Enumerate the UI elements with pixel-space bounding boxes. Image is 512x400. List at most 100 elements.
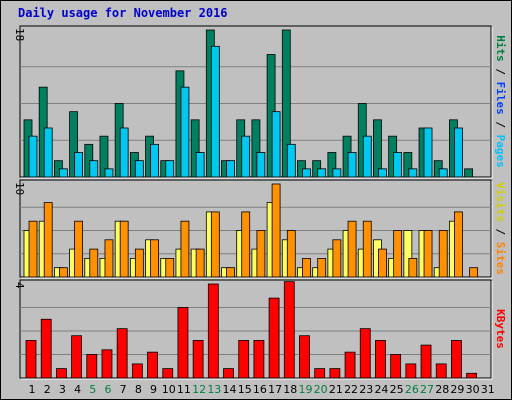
bar-sites-day-13	[210, 211, 220, 278]
x-tick-label-day-27: 27	[420, 383, 434, 396]
bar-files-day-11	[180, 86, 190, 178]
bar-sites-day-4	[74, 220, 83, 278]
bar-files-day-10	[165, 160, 175, 178]
bar-files-day-29	[454, 127, 463, 178]
x-tick-label-day-29: 29	[450, 383, 464, 396]
x-tick-label-day-9: 9	[150, 383, 157, 396]
bar-kbytes-day-11	[177, 307, 189, 379]
bar-sites-day-28	[438, 230, 448, 278]
bar-files-day-23	[362, 135, 372, 178]
legend-entry: Hits	[494, 35, 507, 62]
x-tick-label-day-14: 14	[223, 383, 237, 396]
bar-sites-day-1	[28, 220, 38, 278]
bar-kbytes-day-29	[451, 339, 462, 379]
x-tick-label-day-31: 31	[481, 383, 495, 396]
bar-kbytes-day-26	[405, 363, 417, 379]
bar-hits-day-26	[403, 152, 413, 178]
bar-sites-day-17	[271, 183, 281, 278]
x-tick-label-day-23: 23	[359, 383, 373, 396]
x-tick-label-day-16: 16	[253, 383, 267, 396]
bar-kbytes-day-9	[147, 351, 158, 379]
bar-sites-day-8	[134, 248, 144, 278]
bar-files-day-27	[423, 127, 433, 178]
bar-sites-day-24	[378, 248, 387, 278]
bar-sites-day-26	[408, 257, 418, 278]
x-tick-label-day-24: 24	[374, 383, 388, 396]
legend-top: Hits / Files / Pages	[494, 35, 507, 168]
bar-sites-day-5	[89, 248, 99, 278]
x-tick-label-day-30: 30	[466, 383, 480, 396]
bar-visits-day-26	[403, 230, 413, 278]
bar-files-day-15	[241, 135, 251, 178]
bar-kbytes-day-21	[329, 368, 341, 379]
legend-entry: Files	[494, 82, 507, 115]
legend-entry: Pages	[494, 135, 507, 168]
bar-files-day-26	[408, 168, 418, 178]
legend-entry: /	[494, 115, 507, 135]
bar-sites-day-27	[423, 230, 433, 278]
bar-kbytes-day-28	[435, 363, 447, 379]
bar-files-day-9	[150, 143, 159, 178]
bar-files-day-17	[271, 111, 281, 178]
bar-hits-day-12	[190, 119, 200, 178]
bar-hits-day-16	[251, 119, 261, 178]
x-tick-label-day-5: 5	[89, 383, 96, 396]
legend-entry: Visits	[494, 182, 507, 222]
legend-entry: Sites	[494, 242, 507, 275]
bar-sites-day-19	[302, 257, 311, 278]
bar-sites-day-10	[165, 257, 175, 278]
x-tick-label-day-22: 22	[344, 383, 358, 396]
bar-sites-day-14	[226, 267, 235, 278]
x-tick-label-day-28: 28	[435, 383, 449, 396]
bar-files-day-8	[134, 160, 144, 178]
bar-sites-day-11	[180, 220, 190, 278]
bar-kbytes-day-23	[359, 328, 371, 379]
bar-kbytes-day-22	[344, 351, 356, 379]
bar-kbytes-day-5	[86, 354, 98, 379]
x-tick-label-day-10: 10	[162, 383, 176, 396]
bar-kbytes-day-12	[192, 339, 204, 379]
bar-sites-day-25	[393, 230, 403, 278]
x-tick-label-day-26: 26	[405, 383, 419, 396]
bar-sites-day-6	[104, 239, 114, 278]
bar-files-day-25	[393, 152, 403, 178]
chart-title: Daily usage for November 2016	[18, 6, 228, 20]
legend-entry: /	[494, 222, 507, 242]
bar-hits-day-30	[464, 168, 474, 178]
bar-kbytes-day-8	[131, 363, 143, 379]
bar-sites-day-29	[454, 211, 463, 278]
x-tick-label-day-2: 2	[44, 383, 51, 396]
x-tick-label-day-21: 21	[329, 383, 343, 396]
bar-sites-day-3	[58, 267, 68, 278]
bar-sites-day-16	[256, 230, 266, 278]
bar-kbytes-day-27	[420, 344, 432, 379]
bar-sites-day-23	[362, 220, 372, 278]
bar-kbytes-day-4	[71, 335, 82, 379]
bar-files-day-13	[210, 45, 220, 178]
bar-kbytes-day-14	[223, 368, 234, 379]
bar-kbytes-day-30	[466, 372, 478, 379]
bar-kbytes-day-1	[25, 339, 37, 379]
bar-sites-day-2	[43, 202, 53, 278]
bar-sites-day-12	[195, 248, 205, 278]
bar-kbytes-day-7	[116, 328, 128, 379]
bar-files-day-5	[89, 160, 99, 178]
y-max-label-mid: 10	[13, 182, 26, 195]
bar-files-day-24	[378, 168, 387, 178]
bar-sites-day-22	[347, 220, 357, 278]
x-tick-label-day-8: 8	[135, 383, 142, 396]
bar-kbytes-day-3	[55, 368, 67, 379]
bar-files-day-14	[226, 160, 235, 178]
bar-sites-day-20	[317, 257, 327, 278]
bar-kbytes-day-16	[253, 339, 265, 379]
bar-files-day-6	[104, 168, 114, 178]
legend-entry: /	[494, 62, 507, 82]
x-tick-label-day-15: 15	[238, 383, 252, 396]
x-tick-label-day-6: 6	[104, 383, 111, 396]
bar-kbytes-day-10	[162, 368, 174, 379]
x-tick-label-day-11: 11	[177, 383, 191, 396]
bar-files-day-7	[119, 127, 129, 178]
bar-files-day-1	[28, 135, 38, 178]
bar-kbytes-day-18	[283, 281, 295, 379]
